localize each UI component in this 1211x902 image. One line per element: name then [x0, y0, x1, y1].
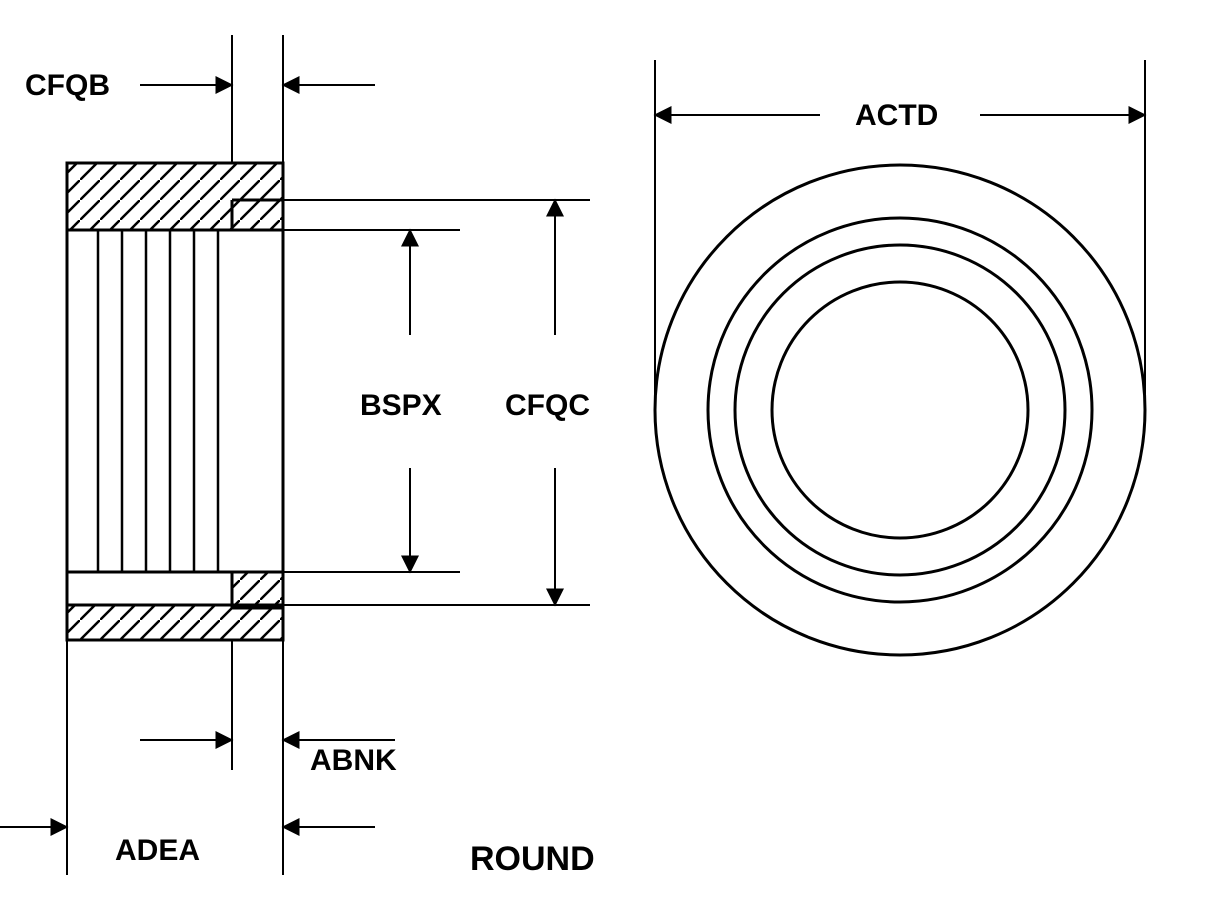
hatch-top — [67, 163, 283, 230]
front-view — [655, 165, 1145, 655]
thread-lines — [98, 230, 218, 572]
circle-inner — [772, 282, 1028, 538]
circle-outer — [655, 165, 1145, 655]
circle-2 — [708, 218, 1092, 602]
engineering-drawing: CFQB BSPX CFQC ABNK ADEA ACTD ROUND — [0, 0, 1211, 902]
dim-cfqb — [140, 35, 375, 163]
label-adea: ADEA — [115, 834, 200, 867]
label-actd: ACTD — [855, 99, 938, 132]
section-outer — [67, 163, 283, 640]
label-cfqb: CFQB — [25, 69, 110, 102]
circle-3 — [735, 245, 1065, 575]
title-round: ROUND — [470, 840, 595, 878]
hatch-bottom-step — [232, 572, 283, 608]
label-cfqc: CFQC — [505, 389, 590, 422]
label-abnk: ABNK — [310, 744, 397, 777]
section-view — [67, 163, 283, 640]
label-bspx: BSPX — [360, 389, 442, 422]
hatch-bottom-base — [67, 605, 283, 640]
